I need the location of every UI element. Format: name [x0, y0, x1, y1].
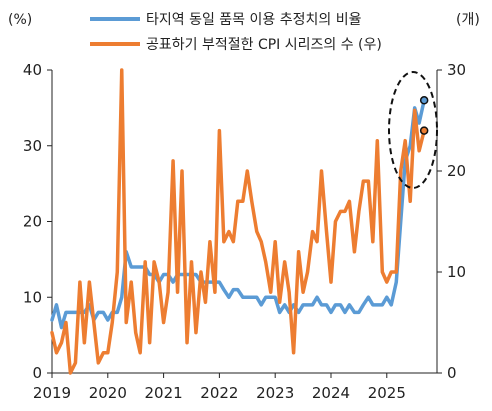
left-tick-label: 40	[23, 61, 42, 79]
legend: 타지역 동일 품목 이용 추정치의 비율 공표하기 부적절한 CPI 시리즈의 …	[90, 12, 382, 53]
right-tick-label: 20	[447, 162, 466, 180]
left-tick-label: 0	[32, 364, 42, 382]
series-end-marker-2	[419, 126, 429, 135]
x-tick-label: 2021	[145, 384, 183, 402]
left-tick-label: 20	[23, 213, 42, 231]
right-tick-label: 30	[447, 61, 466, 79]
legend-label-series-1: 타지역 동일 품목 이용 추정치의 비율	[146, 12, 362, 28]
left-axis-ticks: 0 10 20 30 40	[23, 61, 52, 382]
x-tick-label: 2019	[33, 384, 71, 402]
x-axis-ticks: 2019 2020 2021 2022 2023 2024 2025	[33, 373, 406, 402]
left-tick-label: 30	[23, 137, 42, 155]
right-axis-unit: (개)	[456, 12, 480, 28]
x-tick-label: 2024	[312, 384, 350, 402]
series-end-marker-1	[419, 96, 429, 105]
x-tick-label: 2023	[256, 384, 294, 402]
x-tick-label: 2022	[200, 384, 238, 402]
x-tick-label: 2025	[368, 384, 406, 402]
right-tick-label: 10	[447, 263, 466, 281]
right-tick-label: 0	[447, 364, 457, 382]
series-line-2	[50, 68, 426, 375]
x-tick-label: 2020	[89, 384, 127, 402]
series-layer	[50, 68, 429, 375]
right-axis-ticks: 0 10 20 30	[437, 61, 466, 382]
left-tick-label: 10	[23, 288, 42, 306]
legend-label-series-2: 공표하기 부적절한 CPI 시리즈의 수 (우)	[146, 37, 382, 53]
highlight-ellipse	[388, 71, 438, 189]
left-axis-unit: (%)	[8, 12, 32, 28]
